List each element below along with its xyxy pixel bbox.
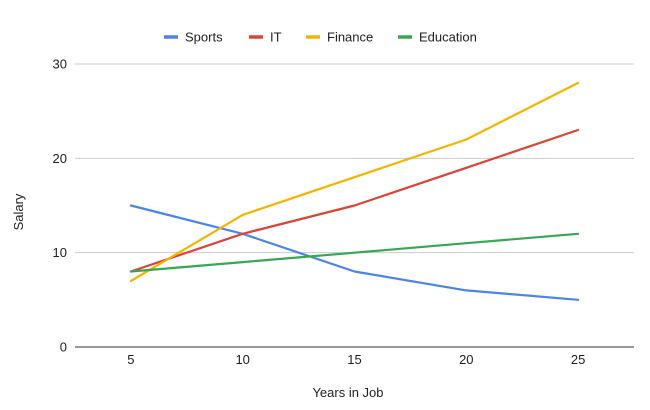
legend-item-finance[interactable]: Finance bbox=[306, 30, 373, 45]
x-axis-label: Years in Job bbox=[312, 385, 383, 400]
series-line-education bbox=[129, 232, 580, 273]
legend-label: Finance bbox=[327, 30, 373, 45]
legend-item-education[interactable]: Education bbox=[398, 30, 477, 45]
legend-label: IT bbox=[270, 30, 282, 45]
series-layer bbox=[129, 81, 580, 301]
y-axis-ticks: 0 10 20 30 bbox=[53, 57, 67, 355]
series-line-finance bbox=[129, 81, 580, 283]
series-line-sports bbox=[129, 204, 580, 301]
y-tick-label: 10 bbox=[53, 245, 67, 260]
y-tick-label: 20 bbox=[53, 151, 67, 166]
legend: Sports IT Finance Education bbox=[164, 30, 477, 45]
x-axis-ticks: 5 10 15 20 25 bbox=[127, 352, 585, 367]
x-tick-label: 20 bbox=[459, 352, 473, 367]
legend-item-sports[interactable]: Sports bbox=[164, 30, 223, 45]
y-axis-label: Salary bbox=[11, 193, 26, 230]
x-tick-label: 15 bbox=[347, 352, 361, 367]
x-tick-label: 5 bbox=[127, 352, 134, 367]
legend-item-it[interactable]: IT bbox=[249, 30, 282, 45]
y-tick-label: 30 bbox=[53, 57, 67, 72]
x-tick-label: 25 bbox=[571, 352, 585, 367]
y-tick-label: 0 bbox=[60, 340, 67, 355]
series-line-it bbox=[129, 128, 580, 273]
legend-label: Sports bbox=[185, 30, 223, 45]
x-tick-label: 10 bbox=[235, 352, 249, 367]
legend-label: Education bbox=[419, 30, 477, 45]
